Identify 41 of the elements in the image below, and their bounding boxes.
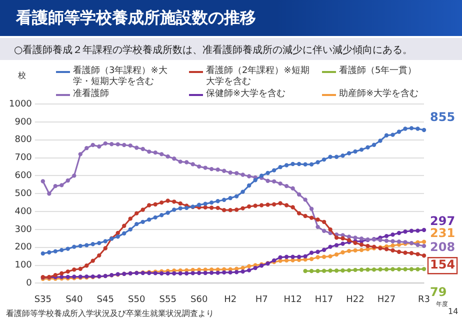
y-tick-label: 1000 <box>9 99 32 110</box>
y-tick-label: 400 <box>14 206 32 217</box>
x-tick-label: S60 <box>190 294 208 305</box>
data-label: 208 <box>430 240 456 254</box>
y-tick-label: 700 <box>14 153 32 164</box>
x-tick-label: S35 <box>34 294 52 305</box>
x-tick-label: H27 <box>377 294 396 305</box>
legend-label: 看護師（5年一貫） <box>339 66 418 77</box>
legend-label: 准看護師 <box>73 89 110 100</box>
x-tick-label: S55 <box>159 294 176 305</box>
x-tick-label: S45 <box>96 294 114 305</box>
data-label: 231 <box>430 226 456 240</box>
y-tick-label: 0 <box>26 278 32 289</box>
x-tick-label: H22 <box>346 294 364 305</box>
chart-title: 看護師等学校養成所施設数の推移 <box>16 8 256 29</box>
x-tick-label: H7 <box>255 294 268 305</box>
y-tick-label: 200 <box>14 242 32 253</box>
y-tick-label: 300 <box>14 224 32 235</box>
y-tick-label: 800 <box>14 135 32 146</box>
legend-label: 保健師※大学を含む <box>206 89 287 100</box>
text: 14 <box>448 307 458 316</box>
data-label: 855 <box>430 110 456 124</box>
text: 看護師等学校養成所入学状況及び卒業生就業状況調査より <box>6 308 214 319</box>
data-label: 297 <box>430 214 456 228</box>
x-tick-label: H17 <box>314 294 334 305</box>
legend-label: 助産師※大学を含む <box>339 89 420 100</box>
data-label: 154 <box>430 258 456 272</box>
x-tick-label: S40 <box>66 294 83 305</box>
y-tick-label: 900 <box>14 117 32 128</box>
x-tick-label: H2 <box>224 294 237 305</box>
y-axis-title: 校 <box>18 70 26 81</box>
chart-subtitle: ○看護師養成２年課程の学校養成所数は、准看護師養成所の減少に伴い減少傾向にある。 <box>14 44 413 57</box>
x-tick-label: H12 <box>284 294 302 305</box>
data-label: 79 <box>430 285 447 300</box>
y-tick-label: 600 <box>14 171 32 182</box>
y-tick-label: 100 <box>14 260 32 271</box>
legend-label: 看護師（2年課程）※短期大学を含む <box>206 66 310 88</box>
x-tick-label: S50 <box>128 294 146 305</box>
x-tick-label: R3 <box>418 294 430 305</box>
legend-label: 看護師（3年課程）※大学・短期大学を含む <box>73 66 168 88</box>
y-tick-label: 500 <box>14 188 32 199</box>
